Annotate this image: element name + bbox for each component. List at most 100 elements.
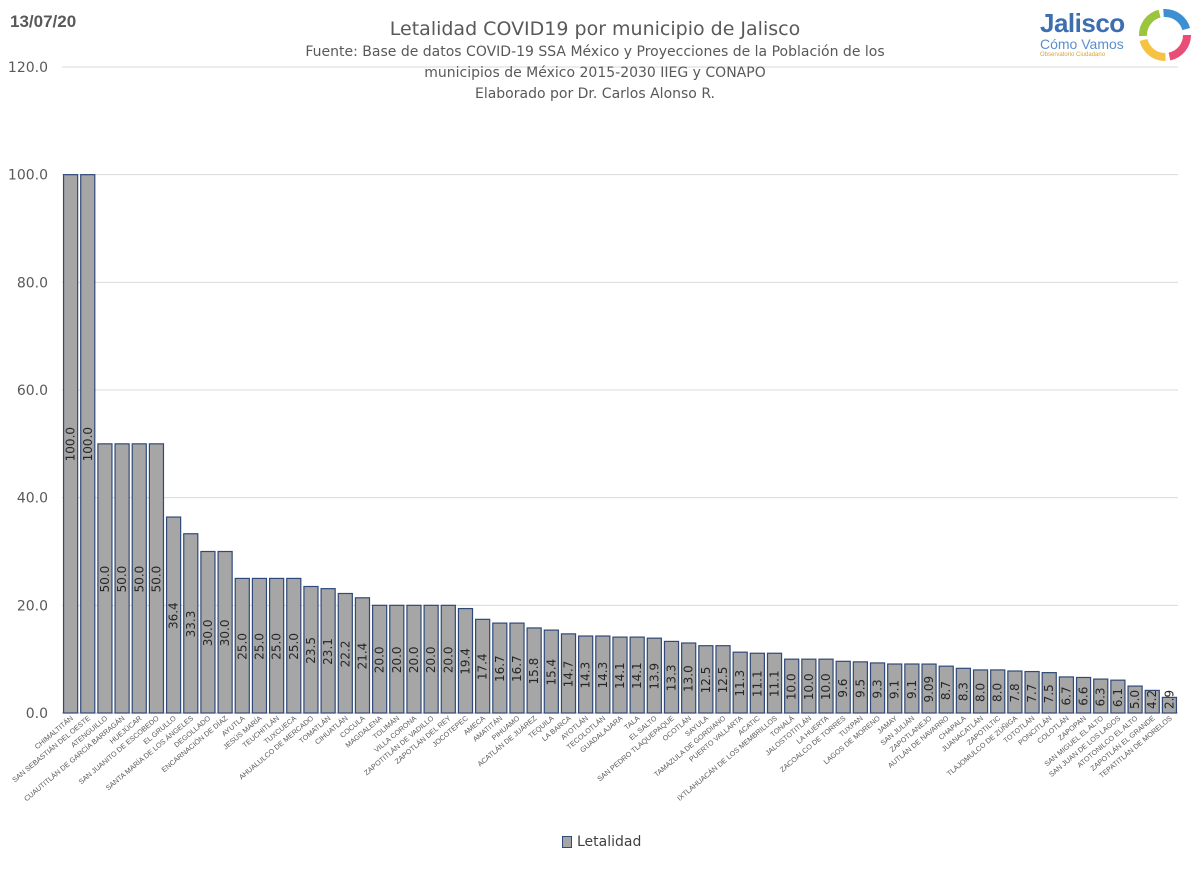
data-label: 7.5: [1042, 684, 1056, 703]
bar: [852, 661, 869, 714]
data-label: 9.09: [922, 676, 936, 703]
legend: Letalidad: [562, 834, 641, 850]
bar: [681, 642, 697, 714]
bar: [560, 633, 577, 714]
data-label: 6.7: [1059, 686, 1073, 705]
chart-titles: Letalidad COVID19 por municipio de Jalis…: [230, 18, 960, 105]
chart-subtitle-2: municipios de México 2015-2030 IIEG y CO…: [424, 65, 766, 81]
data-label: 23.5: [304, 637, 318, 664]
data-label: 30.0: [201, 620, 215, 647]
data-label: 25.0: [287, 633, 301, 660]
bar: [663, 640, 680, 714]
bar: [320, 588, 336, 714]
y-tick-label: 60.0: [17, 383, 48, 399]
data-label: 15.4: [544, 659, 558, 686]
data-label: 6.3: [1094, 687, 1108, 706]
y-tick-label: 80.0: [17, 275, 48, 291]
bar: [869, 662, 886, 714]
data-label: 50.0: [115, 566, 129, 593]
bar: [217, 550, 233, 714]
bar: [904, 663, 920, 714]
bar: [62, 174, 79, 714]
bars: [62, 174, 1178, 714]
data-label: 30.0: [218, 620, 232, 647]
bar: [148, 443, 165, 714]
data-label: 20.0: [441, 646, 455, 673]
bar: [1041, 672, 1057, 714]
data-label: 2.9: [1162, 690, 1176, 709]
y-axis-ticks: 0.0 20.0 40.0 60.0 80.0 100.0 120.0: [8, 60, 48, 722]
bar: [1093, 678, 1109, 714]
bar: [526, 627, 542, 714]
data-label: 50.0: [149, 566, 163, 593]
bar: [1110, 679, 1126, 714]
date-label: 13/07/20: [10, 12, 77, 31]
bar: [80, 174, 96, 714]
bar: [990, 669, 1006, 714]
bar: [97, 443, 113, 714]
bar: [337, 592, 353, 714]
data-label: 36.4: [167, 602, 181, 629]
bar: [492, 622, 508, 714]
data-label: 10.0: [802, 673, 816, 700]
bar: [1058, 676, 1075, 714]
bar: [251, 577, 268, 714]
chart-subtitle-3: Elaborado por Dr. Carlos Alonso R.: [474, 86, 716, 102]
data-label: 9.1: [888, 680, 902, 699]
bar: [354, 597, 371, 714]
data-label: 20.0: [373, 646, 387, 673]
chart-title: Letalidad COVID19 por municipio de Jalis…: [389, 18, 801, 40]
bar: [389, 604, 405, 714]
data-label: 14.1: [630, 662, 644, 689]
data-label: 9.6: [836, 679, 850, 698]
bar: [440, 604, 456, 714]
data-label: 17.4: [476, 653, 490, 680]
data-label: 20.0: [424, 646, 438, 673]
bar: [1127, 685, 1143, 714]
data-label: 12.5: [716, 667, 730, 694]
logo-sub-text: Cómo Vamos: [1040, 36, 1124, 52]
data-label: 11.1: [750, 670, 764, 697]
data-label: 12.5: [699, 667, 713, 694]
y-tick-label: 0.0: [26, 706, 48, 722]
data-label: 14.3: [596, 662, 610, 689]
bar: [406, 604, 422, 714]
y-tick-label: 100.0: [8, 168, 48, 184]
bar: [509, 622, 525, 714]
y-tick-label: 20.0: [17, 598, 48, 614]
data-label: 14.1: [613, 662, 627, 689]
data-label: 22.2: [338, 641, 352, 668]
bar: [715, 645, 731, 714]
data-label: 25.0: [235, 633, 249, 660]
bar: [303, 585, 319, 714]
data-label: 9.3: [871, 679, 885, 698]
data-label: 11.1: [768, 670, 782, 697]
data-label: 16.7: [510, 655, 524, 682]
data-label: 6.1: [1111, 688, 1125, 707]
bar: [612, 636, 628, 714]
bar: [423, 604, 439, 714]
bar: [955, 667, 972, 714]
bar: [801, 658, 817, 714]
data-label: 19.4: [458, 648, 472, 675]
data-label: 9.1: [905, 680, 919, 699]
data-label: 7.8: [1008, 683, 1022, 702]
data-label: 100.0: [64, 427, 78, 461]
bar: [595, 635, 611, 714]
bar: [972, 669, 989, 714]
data-label: 5.0: [1128, 690, 1142, 709]
bar: [921, 663, 937, 714]
bar: [371, 604, 388, 714]
bar: [286, 577, 302, 714]
data-label: 15.8: [527, 658, 541, 685]
bar: [784, 658, 800, 714]
data-label: 13.9: [647, 663, 661, 690]
bar: [887, 663, 903, 714]
bar: [766, 652, 783, 714]
legend-label: Letalidad: [577, 834, 642, 850]
bar: [131, 443, 147, 714]
bar: [543, 629, 559, 714]
bar: [646, 637, 662, 714]
data-label: 8.0: [991, 683, 1005, 702]
